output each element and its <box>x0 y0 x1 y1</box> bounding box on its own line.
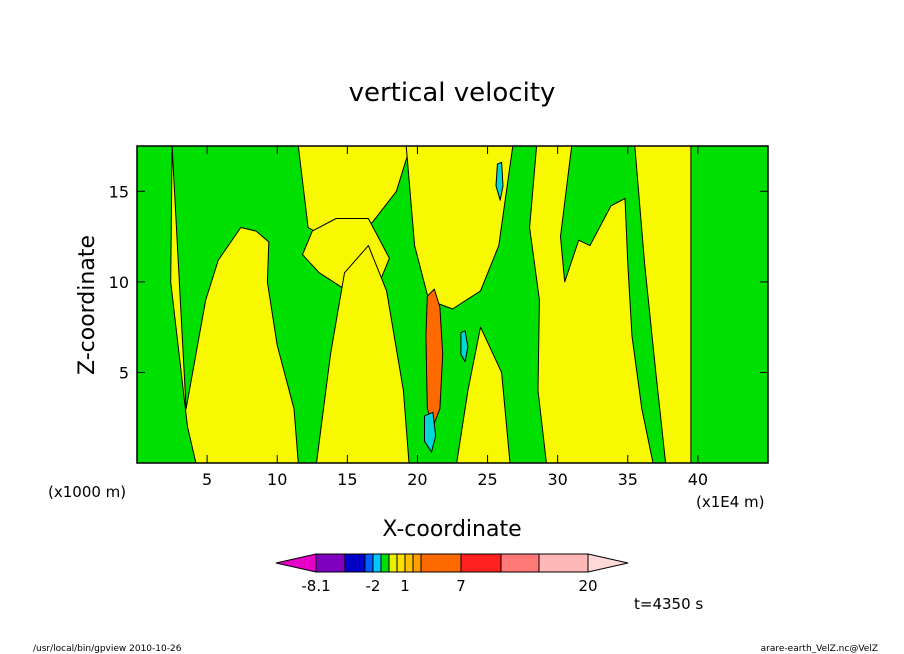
footer-left: /usr/local/bin/gpview 2010-10-26 <box>33 644 182 654</box>
colorbar-tick-label: -2 <box>366 577 381 595</box>
colorbar-segment <box>500 553 540 573</box>
colorbar-segment <box>364 553 374 573</box>
colorbar-segment <box>388 553 398 573</box>
time-label: t=4350 s <box>634 595 703 613</box>
x-tick-label: 35 <box>618 470 638 489</box>
colorbar-tick-label: 20 <box>578 577 597 595</box>
x-axis-label: X-coordinate <box>382 517 521 542</box>
colorbar-segment <box>420 553 462 573</box>
colorbar-segment <box>412 553 422 573</box>
contour-region-downdraft <box>495 161 504 201</box>
colorbar-tick-label: 1 <box>400 577 410 595</box>
y-tick-label: 5 <box>119 363 129 382</box>
plot-area <box>136 145 769 464</box>
footer-right: arare-earth_VelZ.nc@VelZ <box>761 644 878 654</box>
chart-title: vertical velocity <box>349 78 556 108</box>
x-tick-label: 5 <box>202 470 212 489</box>
plot-frame <box>136 145 769 464</box>
colorbar-segment <box>315 553 346 573</box>
colorbar-segment <box>538 553 589 573</box>
colorbar-tick-label: 7 <box>456 577 466 595</box>
colorbar-segment <box>460 553 502 573</box>
x-unit-right: (x1E4 m) <box>696 493 765 511</box>
contour-region-positive <box>170 146 299 463</box>
contour-region-downdraft <box>424 411 437 453</box>
colorbar-segment <box>404 553 414 573</box>
y-tick-label: 10 <box>109 273 129 292</box>
contour-region-downdraft <box>460 330 469 363</box>
y-axis-label: Z-coordinate <box>75 235 100 375</box>
contour-region-positive <box>405 146 514 310</box>
colorbar-low-arrow <box>275 553 317 573</box>
x-unit-left: (x1000 m) <box>48 483 126 501</box>
contour-regions <box>170 146 692 463</box>
x-tick-label: 20 <box>407 470 427 489</box>
colorbar-segment <box>396 553 406 573</box>
colorbar-high-arrow <box>587 553 629 573</box>
colorbar-labels: -8.1 -2 1 7 20 <box>301 577 597 595</box>
colorbar-tick-label: -8.1 <box>301 577 330 595</box>
x-tick-labels: 5 10 15 20 25 30 35 40 <box>202 470 708 489</box>
y-tick-labels: 5 10 15 <box>109 182 129 382</box>
y-tick-label: 15 <box>109 182 129 201</box>
contour-region-positive <box>316 245 410 463</box>
contour-region-positive <box>456 326 511 463</box>
x-tick-label: 40 <box>688 470 708 489</box>
axis-ticks <box>137 146 768 463</box>
colorbar-segment <box>380 553 390 573</box>
contour-region-positive <box>529 146 654 463</box>
colorbar-segment <box>372 553 382 573</box>
x-tick-label: 25 <box>477 470 497 489</box>
x-tick-label: 15 <box>337 470 357 489</box>
colorbar-segment <box>344 553 366 573</box>
x-tick-label: 30 <box>547 470 567 489</box>
x-tick-label: 10 <box>267 470 287 489</box>
contour-region-strong_updraft <box>425 288 444 428</box>
contour-region-positive <box>634 146 692 463</box>
colorbar <box>275 553 629 573</box>
contour-region-positive <box>297 146 411 247</box>
